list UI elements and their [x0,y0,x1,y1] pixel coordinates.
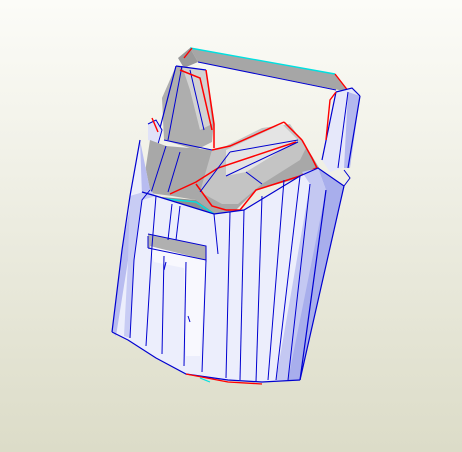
inner-fold-lines [149,121,319,237]
body-panel-lines [111,139,345,385]
inner-back-wall [142,124,324,214]
left-tab [147,117,163,145]
handle-strap [178,47,350,93]
left-post [159,65,215,150]
right-post [321,87,361,187]
